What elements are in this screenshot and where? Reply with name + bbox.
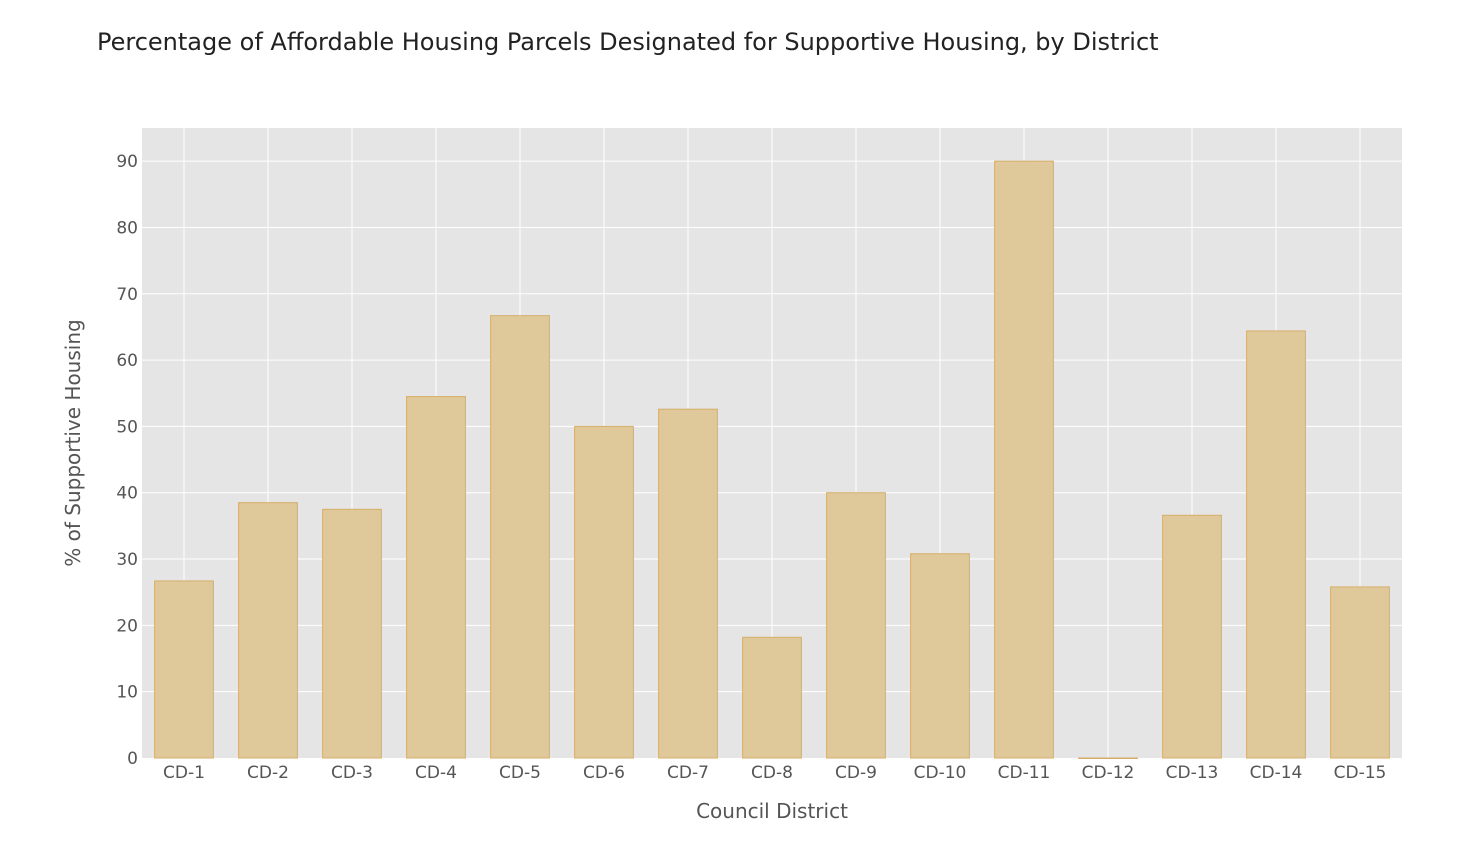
x-tick-label: CD-6 (583, 763, 625, 783)
x-tick-label: CD-8 (751, 763, 793, 783)
bar-cd-10 (910, 553, 970, 759)
x-tick-label: CD-2 (247, 763, 289, 783)
y-tick-label: 80 (116, 218, 138, 238)
bar-cd-6 (574, 425, 634, 759)
y-tick-label: 30 (116, 550, 138, 570)
x-tick-label: CD-7 (667, 763, 709, 783)
y-tick-label: 50 (116, 417, 138, 437)
bar-cd-13 (1162, 514, 1222, 759)
y-tick-label: 40 (116, 484, 138, 504)
x-tick-label: CD-15 (1334, 763, 1387, 783)
x-tick-labels: CD-1 CD-2 CD-3 CD-4 CD-5 CD-6 CD-7 CD-8 CD-9 CD-1… (163, 763, 1386, 783)
y-tick-label: 10 (116, 683, 138, 703)
bar-cd-15 (1330, 586, 1390, 759)
bar-cd-5 (490, 315, 550, 759)
bar-cd-4 (406, 396, 466, 759)
bar-cd-9 (826, 492, 886, 759)
x-tick-label: CD-4 (415, 763, 457, 783)
y-tick-label: 90 (116, 152, 138, 172)
bar-cd-12 (1078, 757, 1138, 759)
y-tick-label: 20 (116, 616, 138, 636)
y-axis-title: % of Supportive Housing (61, 319, 85, 566)
y-tick-label: 0 (127, 749, 138, 769)
x-tick-label: CD-3 (331, 763, 373, 783)
x-axis-title: Council District (696, 799, 848, 823)
y-tick-labels: 0 10 20 30 40 50 60 70 80 90 (116, 152, 138, 769)
x-tick-label: CD-1 (163, 763, 205, 783)
x-tick-label: CD-9 (835, 763, 877, 783)
x-tick-label: CD-13 (1166, 763, 1219, 783)
x-tick-label: CD-10 (914, 763, 967, 783)
chart-title: Percentage of Affordable Housing Parcels… (97, 28, 1159, 56)
y-tick-label: 60 (116, 351, 138, 371)
bar-cd-11 (994, 160, 1054, 759)
bar-cd-3 (322, 508, 382, 759)
x-tick-label: CD-14 (1250, 763, 1303, 783)
bar-cd-1 (154, 580, 214, 759)
bar-cd-8 (742, 636, 802, 759)
bar-cd-7 (658, 408, 718, 759)
x-tick-label: CD-5 (499, 763, 541, 783)
bar-cd-14 (1246, 330, 1306, 759)
x-tick-label: CD-11 (998, 763, 1051, 783)
bars (154, 160, 1390, 759)
y-tick-label: 70 (116, 285, 138, 305)
bar-cd-2 (238, 502, 298, 759)
x-tick-label: CD-12 (1082, 763, 1135, 783)
